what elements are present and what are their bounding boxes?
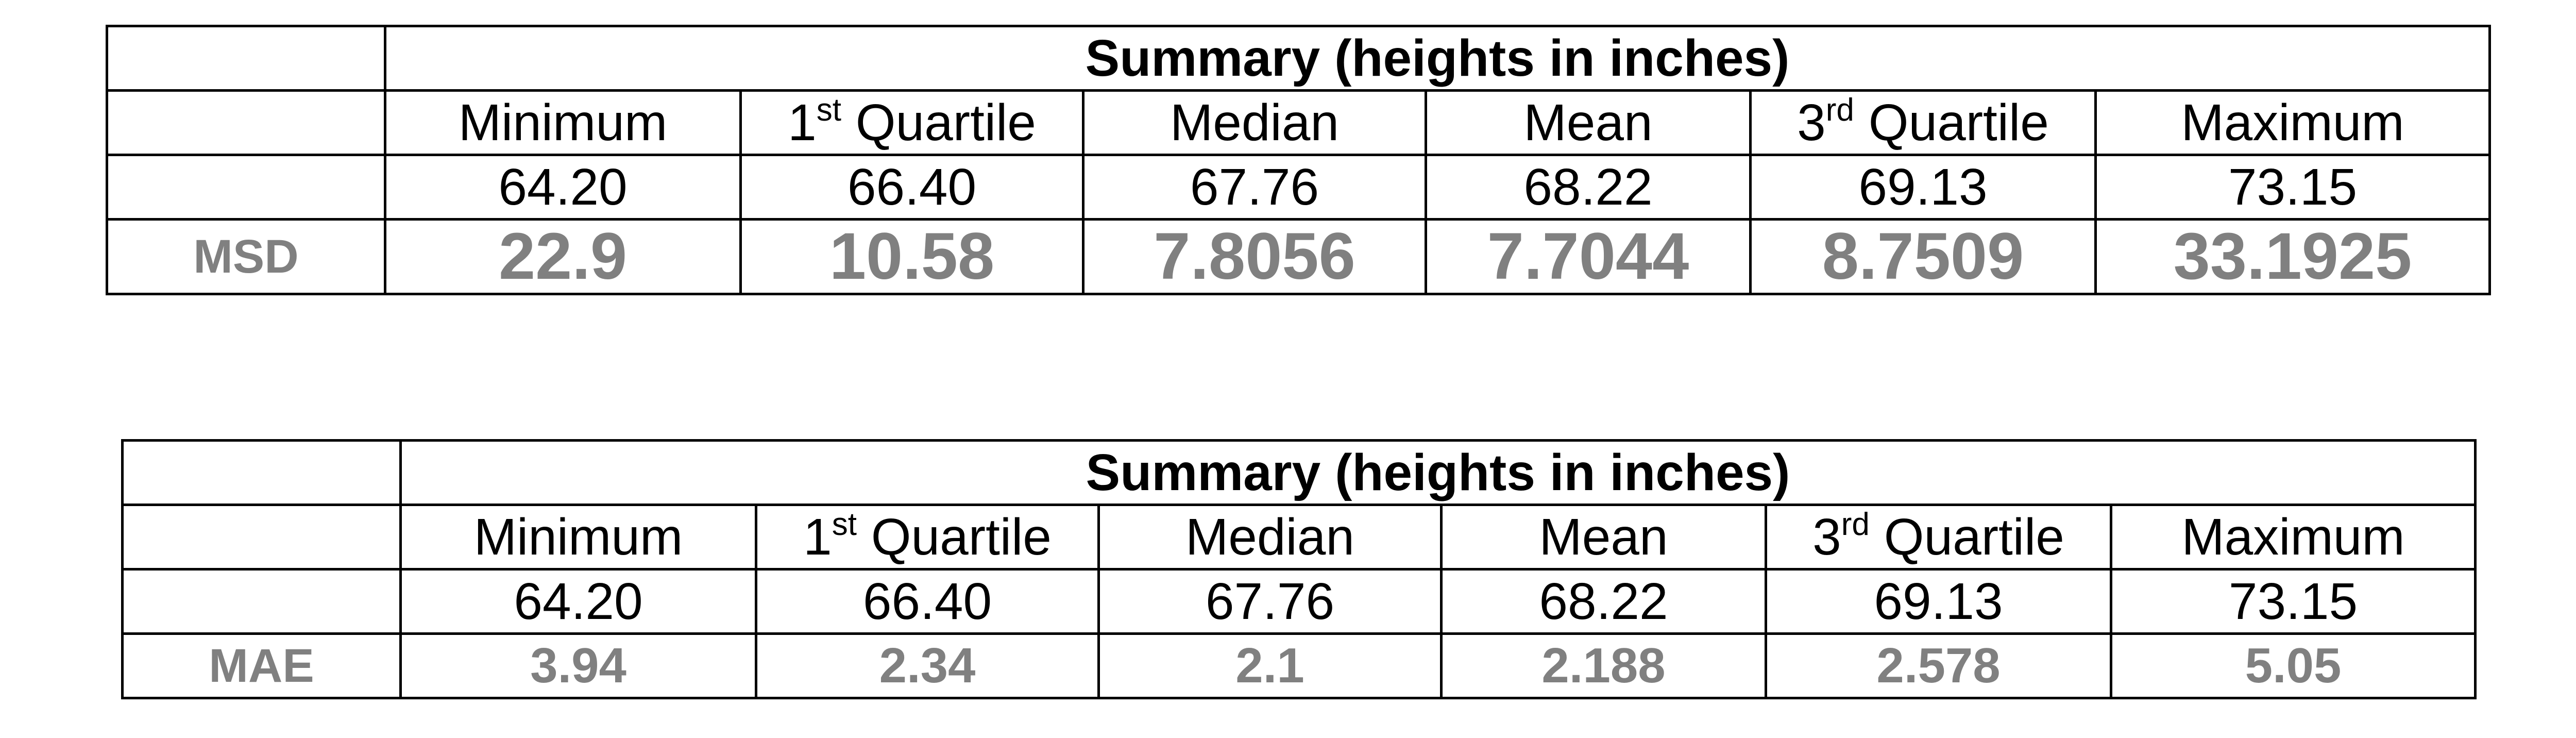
msd-row: MSD 22.9 10.58 7.8056 7.7044 8.7509 33.1… <box>106 218 2492 295</box>
header-median: Median <box>1097 504 1443 571</box>
mae-maximum: 5.05 <box>2109 632 2477 699</box>
msd-median: 7.8056 <box>1082 218 1427 295</box>
table-header-row: Minimum 1st Quartile Median Mean 3rd Qua… <box>106 89 2492 156</box>
summary-values-row: 64.20 66.40 67.76 68.22 69.13 73.15 <box>121 568 2477 635</box>
table-title: Summary (heights in inches) <box>399 439 2477 506</box>
value-mean: 68.22 <box>1440 568 1767 635</box>
value-median: 67.76 <box>1097 568 1443 635</box>
value-minimum: 64.20 <box>384 154 742 221</box>
header-maximum: Maximum <box>2109 504 2477 571</box>
msd-third-quartile: 8.7509 <box>1749 218 2097 295</box>
msd-maximum: 33.1925 <box>2094 218 2492 295</box>
table-title: Summary (heights in inches) <box>383 25 2492 92</box>
value-mean: 68.22 <box>1425 154 1752 221</box>
header-median: Median <box>1082 89 1427 156</box>
value-minimum: 64.20 <box>399 568 757 635</box>
mae-minimum: 3.94 <box>399 632 757 699</box>
value-maximum: 73.15 <box>2094 154 2492 221</box>
msd-mean: 7.7044 <box>1425 218 1752 295</box>
value-median: 67.76 <box>1082 154 1427 221</box>
empty-corner-cell <box>121 439 402 506</box>
mae-third-quartile: 2.578 <box>1765 632 2112 699</box>
mae-mean: 2.188 <box>1440 632 1767 699</box>
mae-summary-table: Summary (heights in inches) Minimum 1st … <box>121 439 2477 699</box>
table-header-row: Minimum 1st Quartile Median Mean 3rd Qua… <box>121 504 2477 571</box>
msd-summary-table: Summary (heights in inches) Minimum 1st … <box>106 25 2492 295</box>
header-minimum: Minimum <box>399 504 757 571</box>
value-maximum: 73.15 <box>2109 568 2477 635</box>
header-mean: Mean <box>1440 504 1767 571</box>
msd-minimum: 22.9 <box>384 218 742 295</box>
summary-values-row: 64.20 66.40 67.76 68.22 69.13 73.15 <box>106 154 2492 221</box>
value-third-quartile: 69.13 <box>1749 154 2097 221</box>
table-title-row: Summary (heights in inches) <box>106 25 2492 92</box>
header-minimum: Minimum <box>384 89 742 156</box>
header-mean: Mean <box>1425 89 1752 156</box>
header-maximum: Maximum <box>2094 89 2492 156</box>
header-third-quartile: 3rd Quartile <box>1765 504 2112 571</box>
header-third-quartile: 3rd Quartile <box>1749 89 2097 156</box>
empty-header-label-cell <box>121 504 402 571</box>
value-first-quartile: 66.40 <box>739 154 1084 221</box>
mae-label: MAE <box>121 632 402 699</box>
mae-row: MAE 3.94 2.34 2.1 2.188 2.578 5.05 <box>121 632 2477 699</box>
msd-first-quartile: 10.58 <box>739 218 1084 295</box>
msd-label: MSD <box>106 218 386 295</box>
value-third-quartile: 69.13 <box>1765 568 2112 635</box>
mae-first-quartile: 2.34 <box>755 632 1100 699</box>
mae-median: 2.1 <box>1097 632 1443 699</box>
empty-header-label-cell <box>106 89 386 156</box>
value-first-quartile: 66.40 <box>755 568 1100 635</box>
header-first-quartile: 1st Quartile <box>755 504 1100 571</box>
empty-values-label-cell <box>106 154 386 221</box>
header-first-quartile: 1st Quartile <box>739 89 1084 156</box>
table-title-row: Summary (heights in inches) <box>121 439 2477 506</box>
empty-corner-cell <box>106 25 386 92</box>
empty-values-label-cell <box>121 568 402 635</box>
